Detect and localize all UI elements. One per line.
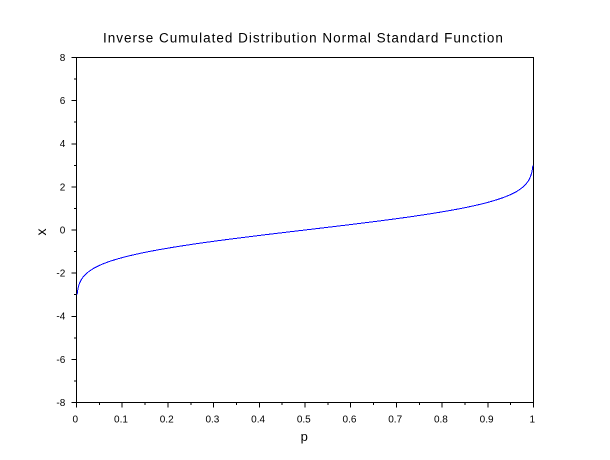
svg-text:0.8: 0.8	[434, 414, 448, 425]
svg-text:0.9: 0.9	[480, 414, 494, 425]
svg-text:-8: -8	[56, 398, 65, 409]
svg-text:0.5: 0.5	[297, 414, 311, 425]
svg-text:Inverse Cumulated Distribution: Inverse Cumulated Distribution Normal St…	[103, 31, 504, 46]
svg-text:p: p	[301, 429, 308, 444]
svg-text:0: 0	[60, 225, 66, 236]
svg-text:0.4: 0.4	[251, 414, 265, 425]
svg-text:2: 2	[60, 182, 66, 193]
svg-text:4: 4	[60, 139, 66, 150]
svg-text:0.3: 0.3	[205, 414, 219, 425]
svg-text:-2: -2	[56, 269, 65, 280]
svg-text:-4: -4	[56, 312, 65, 323]
svg-text:0: 0	[73, 414, 79, 425]
svg-text:x: x	[33, 229, 49, 236]
svg-text:0.2: 0.2	[160, 414, 174, 425]
svg-text:-6: -6	[56, 355, 65, 366]
svg-text:8: 8	[60, 53, 66, 64]
svg-text:0.1: 0.1	[114, 414, 128, 425]
svg-text:1: 1	[530, 414, 536, 425]
svg-text:0.7: 0.7	[388, 414, 402, 425]
svg-text:6: 6	[60, 96, 66, 107]
svg-text:0.6: 0.6	[343, 414, 357, 425]
